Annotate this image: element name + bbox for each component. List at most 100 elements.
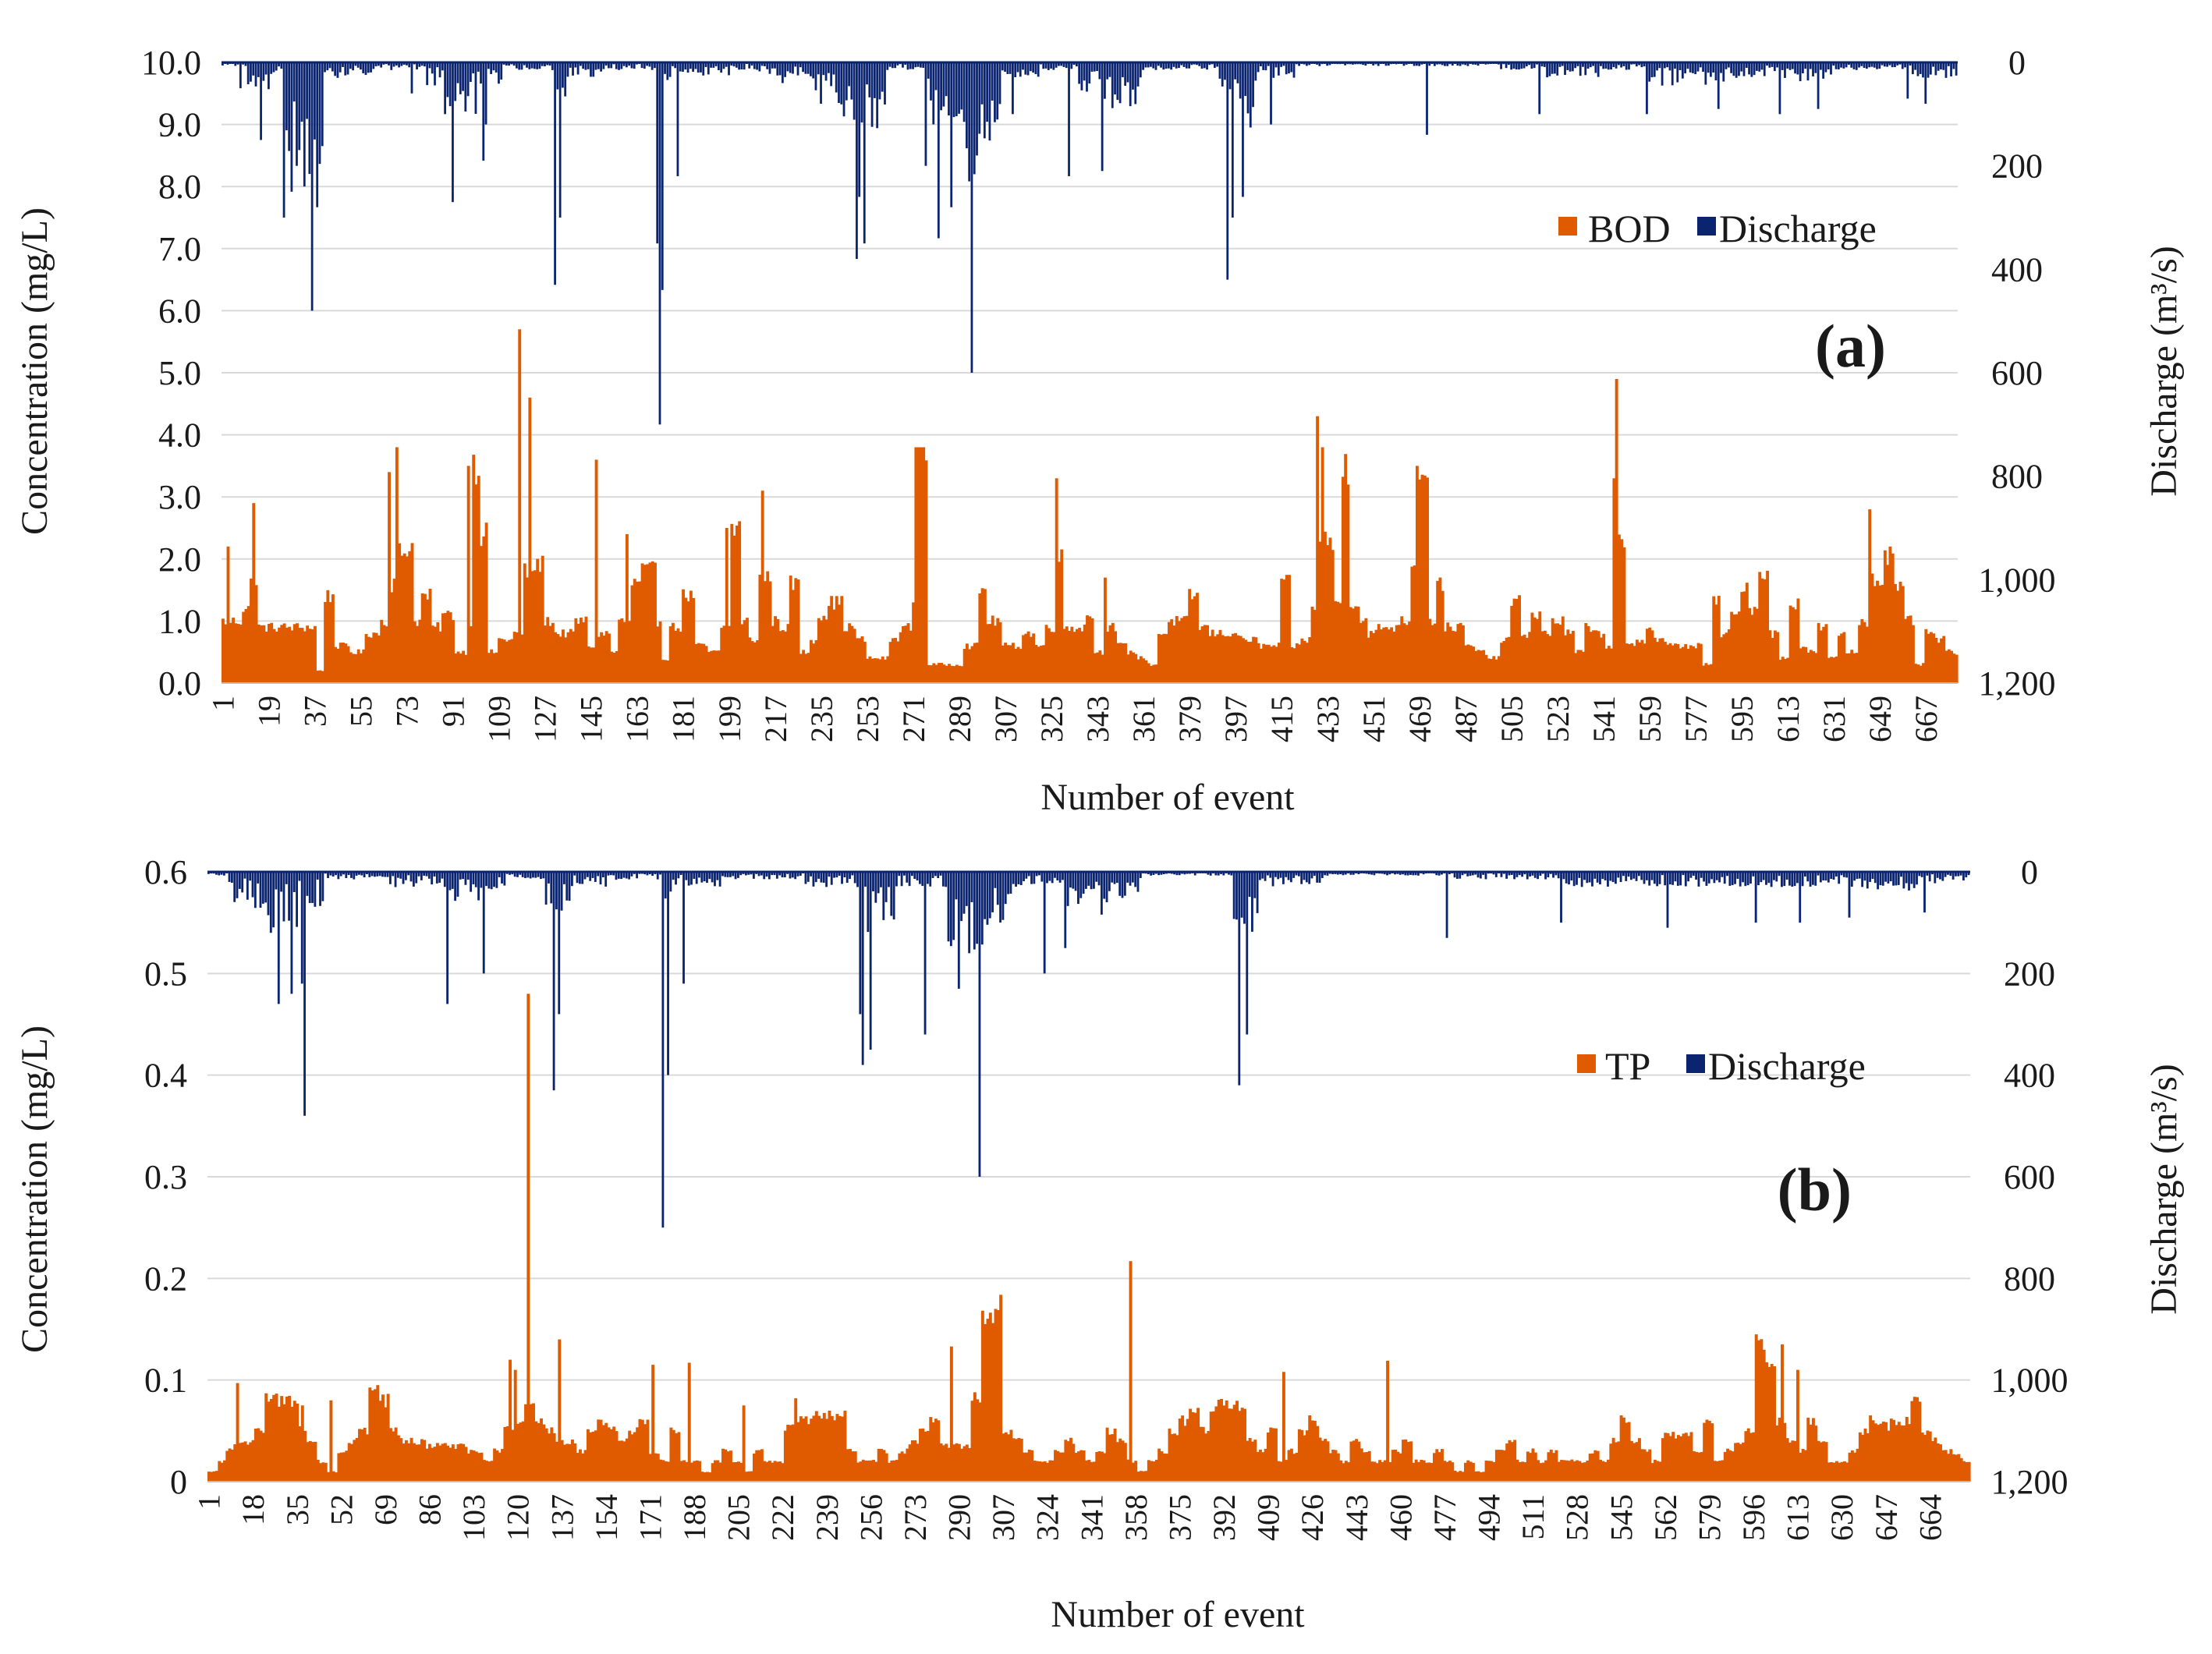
concentration-bar — [285, 1396, 289, 1482]
concentration-bar — [331, 1471, 335, 1482]
concentration-bar — [1320, 447, 1324, 683]
discharge-bar — [452, 62, 454, 203]
discharge-bar — [1406, 872, 1409, 876]
concentration-bar — [399, 1438, 403, 1482]
discharge-bar — [1108, 872, 1111, 891]
concentration-bar — [431, 625, 434, 683]
concentration-bar — [250, 578, 253, 683]
concentration-bar — [1441, 590, 1445, 683]
concentration-bar — [1830, 1461, 1834, 1482]
concentration-bar — [1508, 636, 1511, 683]
discharge-bar — [228, 872, 231, 882]
discharge-bar — [558, 62, 562, 218]
discharge-bar — [544, 872, 548, 905]
concentration-bar — [210, 1472, 214, 1482]
discharge-bar — [519, 872, 522, 875]
discharge-bar — [1718, 872, 1721, 883]
concentration-bar — [1256, 1451, 1260, 1482]
discharge-bar — [1824, 62, 1827, 73]
concentration-bar — [319, 1463, 323, 1482]
discharge-bar — [350, 872, 353, 878]
discharge-bar — [1479, 872, 1482, 879]
discharge-bar — [360, 62, 362, 70]
discharge-bar — [581, 872, 584, 884]
concentration-bar — [1525, 637, 1529, 683]
concentration-bar — [991, 615, 994, 683]
discharge-bar — [1030, 872, 1033, 884]
discharge-bar — [922, 62, 925, 68]
concentration-bar — [374, 1389, 377, 1482]
concentration-bar — [1086, 615, 1089, 683]
concentration-bar — [278, 627, 282, 683]
discharge-bar — [306, 872, 309, 896]
concentration-bar — [845, 631, 849, 683]
discharge-bar — [968, 872, 971, 954]
x-tick-label: 289 — [942, 696, 977, 742]
discharge-bar — [1916, 872, 1918, 885]
concentration-bar — [838, 604, 841, 683]
discharge-bar — [1646, 62, 1648, 115]
concentration-bar — [1175, 1435, 1179, 1482]
discharge-bar — [794, 872, 797, 880]
concentration-bar — [1154, 1459, 1158, 1482]
concentration-bar — [1425, 1462, 1428, 1482]
concentration-bar — [1640, 639, 1644, 683]
discharge-bar — [1791, 872, 1794, 887]
concentration-bar — [482, 1460, 486, 1482]
x-tick-label: 55 — [344, 696, 379, 727]
concentration-bar — [1264, 644, 1268, 683]
discharge-bar — [743, 62, 746, 70]
discharge-bar — [766, 62, 769, 69]
concentration-bar — [1253, 1440, 1257, 1482]
concentration-bar — [877, 1448, 881, 1482]
discharge-bar — [1318, 62, 1321, 66]
concentration-bar — [1523, 1462, 1527, 1482]
concentration-bar — [1165, 1454, 1169, 1482]
concentration-bar — [1068, 631, 1072, 683]
concentration-bar — [643, 1424, 647, 1482]
concentration-bar — [1193, 596, 1196, 683]
concentration-bar — [1075, 629, 1079, 683]
discharge-bar — [1668, 62, 1671, 71]
discharge-bar — [1055, 62, 1058, 68]
concentration-bar — [884, 1453, 888, 1482]
discharge-bar — [1788, 872, 1791, 886]
discharge-bar — [1022, 62, 1024, 70]
discharge-bar — [937, 872, 940, 878]
concentration-bar — [1887, 1430, 1891, 1482]
concentration-bar — [1248, 1437, 1252, 1482]
discharge-bar — [1778, 872, 1781, 877]
concentration-bar — [1469, 1461, 1473, 1482]
panel-b-y2-axis-title: Discharge (m³/s) — [2143, 1064, 2185, 1314]
discharge-bar — [1928, 872, 1931, 882]
concentration-bar — [1208, 636, 1212, 683]
discharge-bar — [434, 62, 436, 86]
discharge-bar — [418, 62, 421, 67]
discharge-bar — [1324, 872, 1327, 876]
concentration-bar — [752, 1453, 756, 1482]
y2-tick-label: 1,000 — [1979, 561, 2056, 599]
discharge-bar — [1090, 62, 1094, 72]
concentration-bar — [1538, 611, 1542, 683]
concentration-bar — [1455, 1472, 1459, 1482]
concentration-bar — [413, 621, 417, 683]
discharge-bar — [1037, 62, 1040, 77]
concentration-bar — [1261, 1452, 1265, 1482]
discharge-bar — [1757, 872, 1760, 886]
concentration-bar — [385, 626, 388, 683]
concentration-bar — [1355, 1439, 1359, 1482]
discharge-bar — [789, 62, 792, 73]
discharge-bar — [1469, 872, 1472, 877]
discharge-bar — [941, 872, 945, 887]
concentration-bar — [1271, 1428, 1275, 1482]
concentration-bar — [1373, 1461, 1377, 1482]
concentration-bar — [1879, 1423, 1883, 1482]
concentration-bar — [1220, 1398, 1224, 1482]
concentration-bar — [1336, 601, 1340, 683]
concentration-bar — [1243, 1408, 1246, 1482]
concentration-bar — [722, 625, 726, 683]
x-tick-label: 613 — [1771, 696, 1806, 742]
discharge-bar — [1762, 872, 1765, 880]
discharge-bar — [1695, 872, 1698, 880]
